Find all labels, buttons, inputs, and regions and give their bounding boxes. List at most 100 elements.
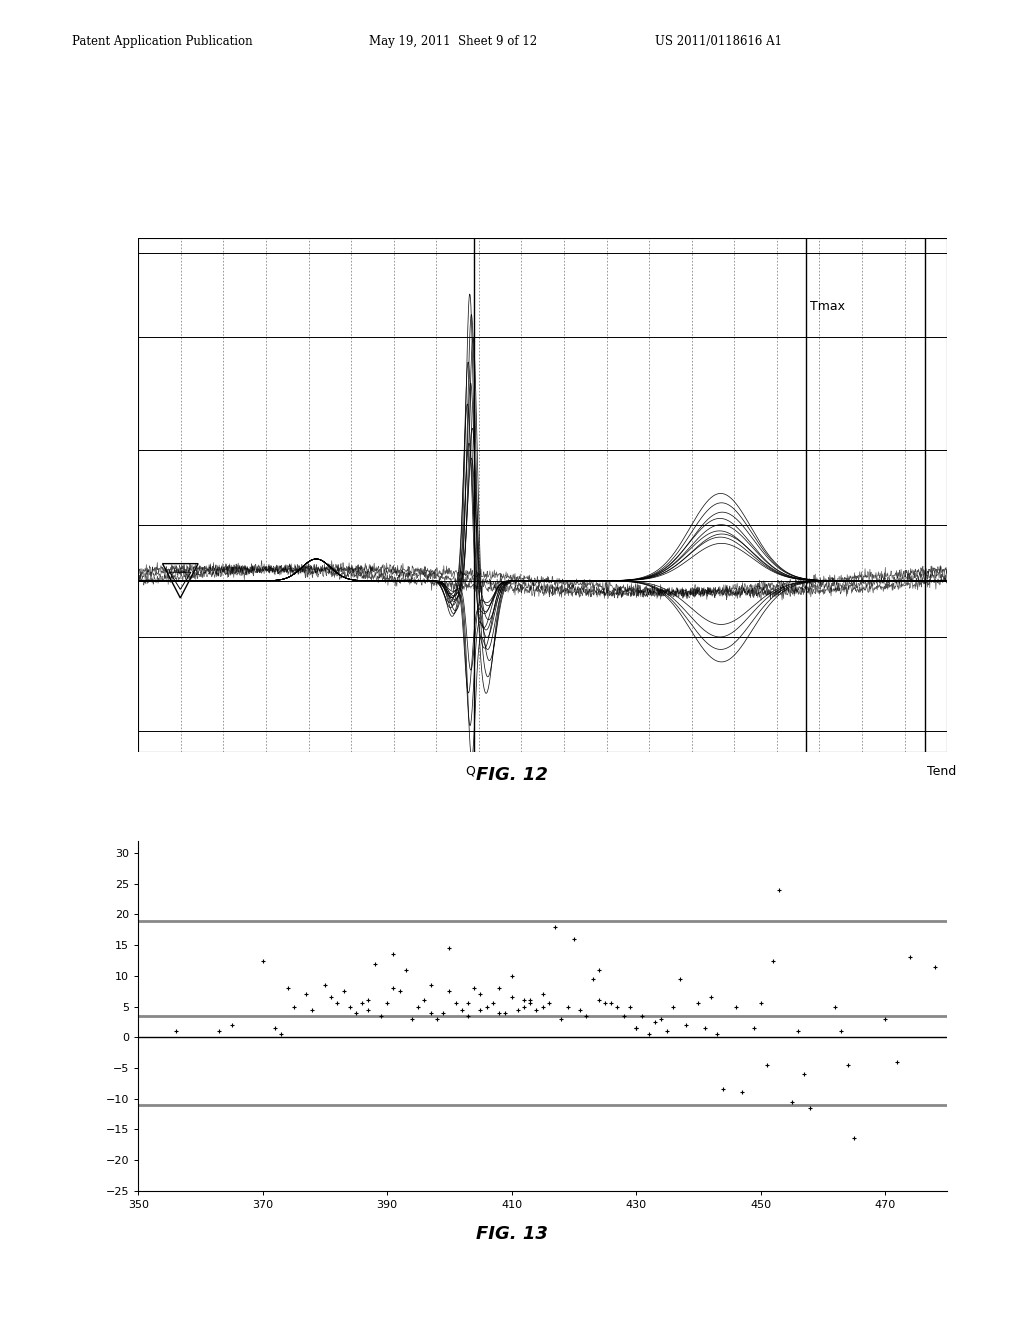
Point	[796, 1064, 812, 1085]
Text: May 19, 2011  Sheet 9 of 12: May 19, 2011 Sheet 9 of 12	[369, 34, 537, 48]
Point	[336, 981, 352, 1002]
Point	[628, 1018, 644, 1039]
Point	[571, 999, 588, 1020]
Point	[765, 950, 781, 972]
Point	[840, 1055, 856, 1076]
Point	[802, 1097, 818, 1118]
Point	[696, 1018, 713, 1039]
Point	[516, 997, 532, 1018]
Point	[373, 1006, 389, 1027]
Point	[746, 1018, 763, 1039]
Point	[622, 997, 638, 1018]
Point	[510, 999, 526, 1020]
Point	[672, 969, 688, 990]
Text: US 2011/0118616 A1: US 2011/0118616 A1	[655, 34, 782, 48]
Point	[615, 1006, 632, 1027]
Point	[298, 983, 314, 1005]
Point	[535, 983, 551, 1005]
Point	[441, 937, 458, 958]
Point	[423, 974, 439, 995]
Point	[397, 960, 414, 981]
Point	[323, 987, 339, 1008]
Point	[902, 946, 919, 968]
Point	[367, 953, 383, 974]
Point	[640, 1023, 656, 1044]
Point	[547, 916, 563, 937]
Point	[454, 999, 470, 1020]
Point	[429, 1008, 445, 1030]
Point	[759, 1055, 775, 1076]
Point	[565, 928, 582, 949]
Text: FIG. 13: FIG. 13	[476, 1225, 548, 1243]
Point	[591, 960, 607, 981]
Text: Patent Application Publication: Patent Application Publication	[72, 34, 252, 48]
Point	[403, 1008, 420, 1030]
Point	[360, 999, 377, 1020]
Text: Tend: Tend	[927, 764, 956, 777]
Point	[360, 990, 377, 1011]
Point	[342, 997, 358, 1018]
Point	[391, 981, 408, 1002]
Point	[690, 993, 707, 1014]
Point	[223, 1014, 240, 1035]
Point	[286, 997, 302, 1018]
Point	[490, 978, 507, 999]
Point	[304, 999, 321, 1020]
Point	[709, 1023, 725, 1044]
Text: Q: Q	[465, 764, 475, 777]
Point	[585, 969, 601, 990]
Point	[522, 993, 539, 1014]
Point	[435, 1002, 452, 1023]
Text: FIG. 12: FIG. 12	[476, 766, 548, 784]
Point	[167, 1020, 183, 1041]
Point	[889, 1051, 905, 1072]
Point	[927, 956, 943, 977]
Point	[628, 1018, 644, 1039]
Point	[385, 944, 401, 965]
Point	[753, 993, 769, 1014]
Point	[783, 1092, 800, 1113]
Point	[280, 978, 296, 999]
Point	[472, 983, 488, 1005]
Point	[733, 1082, 750, 1104]
Point	[553, 1008, 569, 1030]
Point	[498, 1002, 514, 1023]
Point	[255, 950, 271, 972]
Point	[652, 1008, 669, 1030]
Point	[316, 974, 333, 995]
Point	[516, 990, 532, 1011]
Point	[659, 1020, 676, 1041]
Point	[447, 993, 464, 1014]
Point	[441, 981, 458, 1002]
Point	[472, 999, 488, 1020]
Text: Tmax: Tmax	[810, 300, 845, 313]
Point	[591, 990, 607, 1011]
Point	[715, 1078, 731, 1100]
Point	[609, 997, 626, 1018]
Point	[348, 1002, 365, 1023]
Point	[541, 993, 557, 1014]
Point	[504, 987, 520, 1008]
Point	[211, 1020, 227, 1041]
Point	[423, 1002, 439, 1023]
Point	[834, 1020, 850, 1041]
Point	[790, 1020, 806, 1041]
Point	[666, 997, 682, 1018]
Point	[460, 993, 476, 1014]
Point	[354, 993, 371, 1014]
Point	[379, 993, 395, 1014]
Point	[597, 993, 613, 1014]
Point	[634, 1006, 650, 1027]
Point	[410, 997, 426, 1018]
Point	[559, 997, 575, 1018]
Point	[484, 993, 501, 1014]
Point	[535, 997, 551, 1018]
Point	[273, 1023, 290, 1044]
Point	[460, 1006, 476, 1027]
Point	[528, 999, 545, 1020]
Point	[504, 965, 520, 986]
Point	[646, 1011, 663, 1032]
Point	[267, 1018, 284, 1039]
Point	[385, 978, 401, 999]
Point	[678, 1014, 694, 1035]
